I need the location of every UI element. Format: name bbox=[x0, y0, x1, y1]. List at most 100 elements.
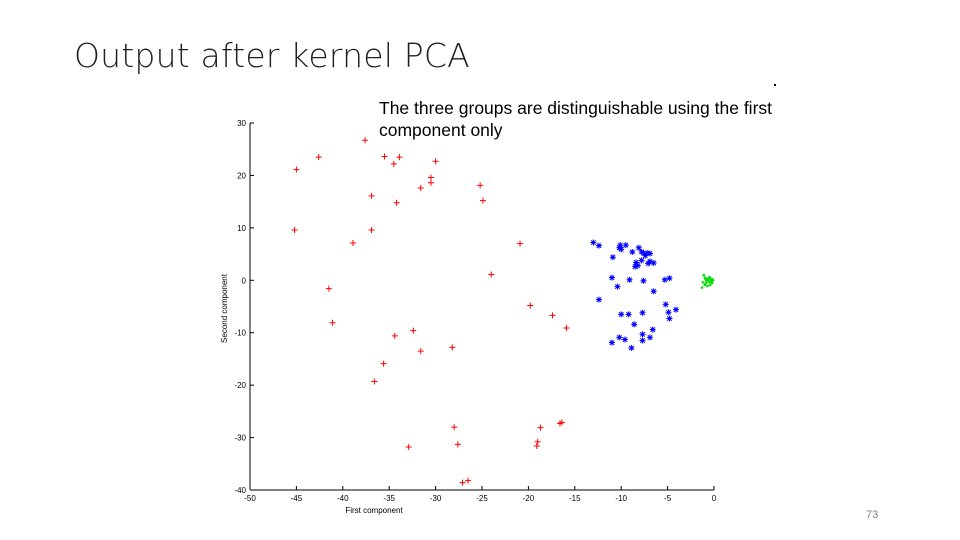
star-marker bbox=[626, 276, 633, 283]
star-marker bbox=[617, 242, 624, 249]
plus-marker bbox=[537, 424, 544, 431]
star-marker bbox=[639, 331, 646, 338]
y-tick-label: 0 bbox=[242, 276, 247, 285]
star-marker bbox=[638, 257, 645, 264]
x-tick-label: -35 bbox=[383, 494, 395, 503]
star-marker bbox=[590, 239, 597, 246]
star-marker bbox=[672, 306, 679, 313]
plus-marker bbox=[527, 302, 534, 309]
star-marker bbox=[638, 248, 645, 255]
plus-marker bbox=[451, 424, 458, 431]
star-marker bbox=[642, 252, 649, 259]
plus-marker bbox=[390, 160, 397, 167]
star-marker bbox=[631, 321, 638, 328]
plus-marker bbox=[432, 158, 439, 165]
star-marker bbox=[609, 254, 616, 261]
dot-marker bbox=[701, 281, 705, 284]
star-marker bbox=[616, 334, 623, 341]
plus-marker bbox=[558, 419, 565, 426]
plus-marker bbox=[488, 271, 495, 278]
plus-marker bbox=[393, 199, 400, 206]
y-axis-label: Second component bbox=[220, 273, 229, 343]
star-marker bbox=[639, 337, 646, 344]
dot-marker bbox=[708, 283, 712, 287]
stray-dot bbox=[774, 84, 776, 86]
plus-marker bbox=[533, 442, 540, 449]
callout-text: The three groups are distinguishable usi… bbox=[379, 98, 773, 140]
star-marker bbox=[666, 315, 673, 322]
dot-marker bbox=[702, 273, 706, 277]
plus-marker bbox=[417, 348, 424, 355]
x-axis-label: First component bbox=[345, 506, 403, 515]
x-tick-label: -40 bbox=[337, 494, 349, 503]
star-marker bbox=[662, 301, 669, 308]
plus-marker bbox=[368, 192, 375, 199]
plus-marker bbox=[534, 438, 541, 445]
y-tick-label: 10 bbox=[237, 224, 246, 233]
plus-marker bbox=[329, 319, 336, 326]
dot-marker bbox=[703, 283, 707, 287]
plus-marker bbox=[293, 166, 300, 173]
dot-marker bbox=[708, 281, 711, 284]
y-tick-label: -40 bbox=[234, 486, 246, 495]
star-marker bbox=[665, 309, 672, 316]
star-marker bbox=[614, 283, 621, 290]
star-marker bbox=[649, 326, 656, 333]
star-marker bbox=[632, 263, 639, 270]
plus-marker bbox=[459, 479, 466, 486]
x-tick-label: -50 bbox=[244, 494, 256, 503]
dot-marker bbox=[706, 284, 709, 288]
dot-marker bbox=[708, 275, 711, 279]
plus-marker bbox=[350, 240, 357, 247]
plus-marker bbox=[517, 240, 524, 247]
plus-marker bbox=[291, 226, 298, 233]
star-marker bbox=[621, 336, 628, 343]
star-marker bbox=[646, 334, 653, 341]
y-tick-label: 30 bbox=[237, 119, 246, 128]
plus-marker bbox=[465, 477, 472, 484]
y-tick-label: -20 bbox=[234, 381, 246, 390]
x-tick-label: -10 bbox=[615, 494, 627, 503]
y-tick-label: 20 bbox=[237, 171, 246, 180]
y-tick-label: -10 bbox=[234, 329, 246, 338]
star-marker bbox=[646, 258, 653, 265]
series-star bbox=[590, 239, 679, 351]
star-marker bbox=[666, 275, 673, 282]
series-dot bbox=[700, 273, 715, 289]
slide-title: Output after kernel PCA bbox=[74, 36, 470, 75]
star-marker bbox=[608, 274, 615, 281]
plus-marker bbox=[427, 179, 434, 186]
x-tick-label: -20 bbox=[523, 494, 535, 503]
star-marker bbox=[595, 242, 602, 249]
star-marker bbox=[650, 259, 657, 266]
star-marker bbox=[629, 248, 636, 255]
x-tick-label: -25 bbox=[476, 494, 488, 503]
plus-marker bbox=[427, 174, 434, 181]
star-marker bbox=[644, 250, 651, 257]
plus-marker bbox=[380, 360, 387, 367]
star-marker bbox=[635, 244, 642, 251]
plus-marker bbox=[325, 285, 332, 292]
plus-marker bbox=[417, 185, 424, 192]
x-tick-label: -5 bbox=[664, 494, 672, 503]
star-marker bbox=[608, 339, 615, 346]
plus-marker bbox=[396, 154, 403, 161]
star-marker bbox=[633, 259, 640, 266]
plus-marker bbox=[405, 444, 412, 451]
star-marker bbox=[640, 277, 647, 284]
page-number: 73 bbox=[866, 509, 879, 521]
plot-marks bbox=[291, 137, 715, 486]
star-marker bbox=[634, 262, 641, 269]
plot-axes bbox=[249, 122, 715, 491]
plus-marker bbox=[371, 378, 378, 385]
star-marker bbox=[595, 296, 602, 303]
plus-marker bbox=[454, 441, 461, 448]
plus-marker bbox=[479, 197, 486, 204]
y-tick-label: -30 bbox=[234, 434, 246, 443]
plus-marker bbox=[315, 154, 322, 161]
star-marker bbox=[640, 250, 647, 257]
plus-marker bbox=[362, 137, 369, 144]
plus-marker bbox=[563, 324, 570, 331]
star-marker bbox=[646, 250, 653, 257]
star-marker bbox=[618, 246, 625, 253]
